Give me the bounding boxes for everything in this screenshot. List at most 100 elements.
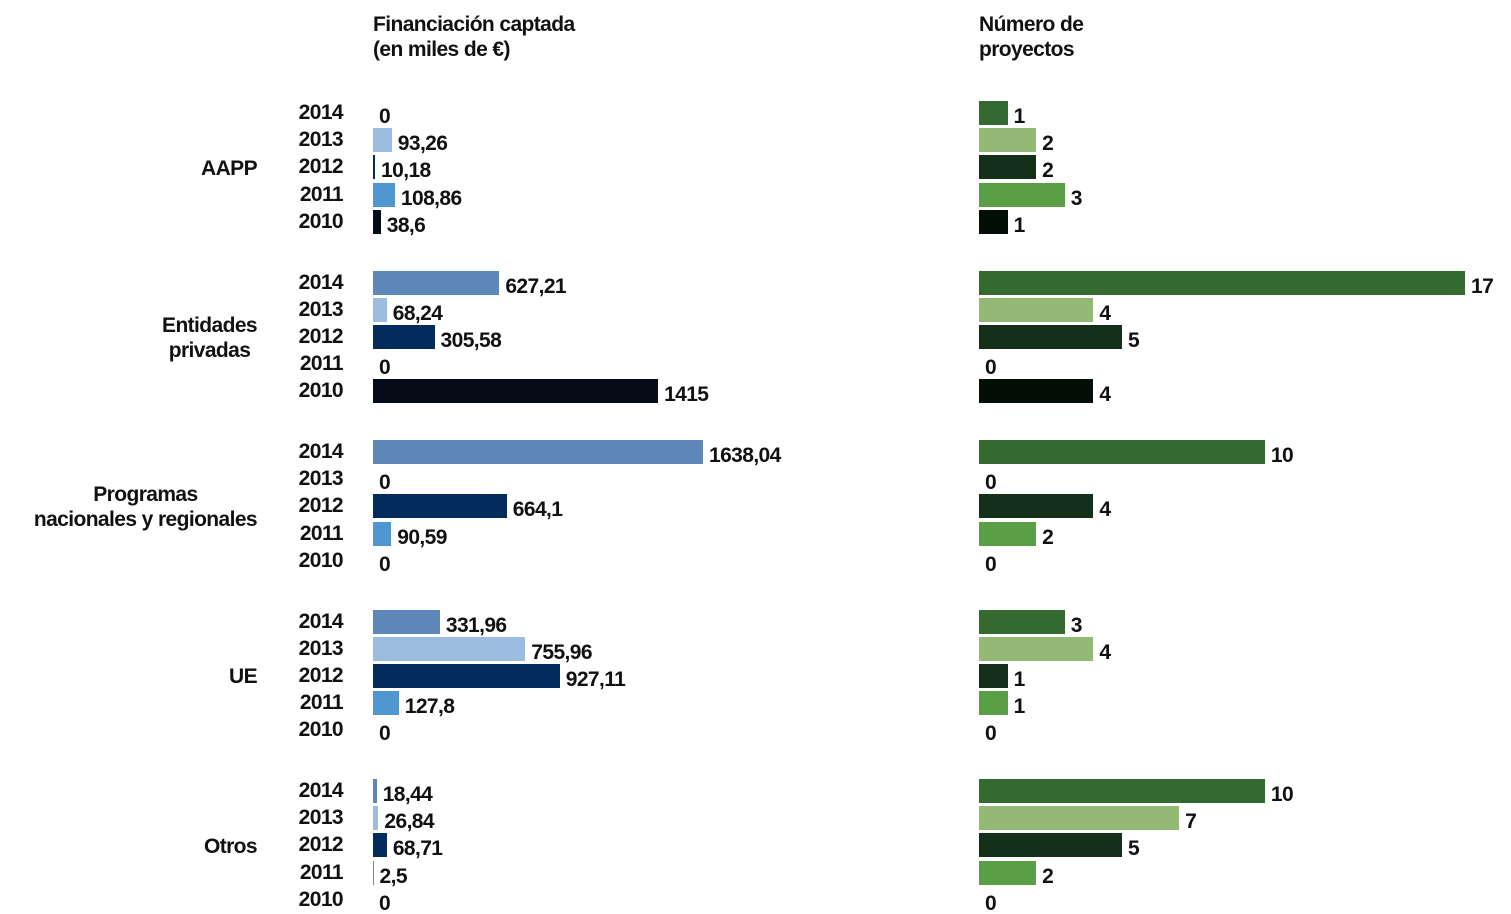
bar (373, 609, 440, 634)
bar (979, 833, 1122, 858)
value-label: 1638,04 (709, 444, 781, 467)
category-label: AAPP (201, 156, 258, 180)
value-label: 127,8 (404, 695, 455, 719)
value-label: 3 (1070, 186, 1083, 210)
year-label: 2011 (299, 521, 344, 545)
bar (373, 209, 381, 234)
value-label: 4 (1099, 383, 1111, 407)
year-label: 2012 (298, 324, 344, 348)
bar (373, 182, 395, 207)
value-label: 4 (1099, 498, 1111, 522)
bar (979, 270, 1465, 295)
year-label: 2012 (298, 494, 344, 518)
bar (979, 182, 1065, 207)
year-label: 2013 (298, 806, 344, 830)
bar (979, 379, 1094, 404)
bar (373, 324, 435, 349)
chart-title: Financiación captada (en miles de €) (373, 13, 575, 61)
value-label: 0 (379, 105, 391, 128)
value-label: 0 (379, 722, 391, 746)
year-label: 2012 (298, 833, 344, 857)
bar (373, 155, 376, 180)
category-label: Otros (203, 834, 258, 858)
year-label: 2014 (298, 609, 344, 633)
value-label: 10 (1270, 444, 1294, 467)
bar (373, 663, 560, 688)
bar (373, 128, 392, 153)
year-label: 2013 (298, 467, 344, 491)
value-label: 68,71 (392, 837, 443, 861)
value-label: 0 (985, 356, 997, 380)
value-label: 755,96 (531, 640, 592, 664)
bar (979, 806, 1180, 831)
bar (373, 494, 507, 519)
bar (979, 324, 1122, 349)
bar (373, 270, 500, 295)
year-label: 2013 (298, 128, 344, 152)
bar (373, 860, 374, 885)
year-label: 2010 (298, 887, 344, 911)
value-label: 4 (1099, 301, 1111, 325)
value-label: 93,26 (397, 132, 448, 156)
bar (979, 209, 1008, 234)
value-label: 0 (985, 471, 997, 495)
year-label: 2013 (298, 636, 344, 660)
year-label: 2010 (298, 209, 344, 233)
category-label: UE (229, 665, 258, 689)
year-label: 2014 (298, 270, 344, 294)
value-label: 2 (1042, 159, 1054, 183)
value-label: 1 (1013, 695, 1026, 719)
value-label: 627,21 (505, 274, 566, 298)
value-label: 0 (985, 891, 997, 914)
year-label: 2014 (298, 779, 344, 802)
value-label: 90,59 (397, 525, 447, 549)
bar (373, 379, 659, 404)
year-label: 2012 (298, 155, 344, 179)
value-label: 10,18 (381, 159, 431, 183)
value-label: 5 (1127, 837, 1140, 861)
bar (373, 691, 399, 716)
value-label: 1 (1013, 667, 1026, 691)
category-label: Programas nacionales y regionales (33, 483, 258, 532)
value-label: 1 (1013, 213, 1026, 237)
bar (979, 779, 1265, 803)
bar (979, 663, 1008, 688)
bar (979, 440, 1265, 464)
bar (373, 297, 387, 322)
value-label: 5 (1127, 328, 1140, 352)
bar (979, 297, 1094, 322)
value-label: 331,96 (445, 613, 507, 637)
value-label: 18,44 (382, 783, 433, 806)
bar (979, 521, 1037, 546)
value-label: 108,86 (400, 186, 462, 210)
year-label: 2011 (299, 352, 344, 376)
chart-title: Número de proyectos (979, 13, 1084, 61)
year-label: 2010 (298, 718, 344, 742)
bar (979, 609, 1065, 634)
value-label: 1415 (664, 383, 709, 407)
category-label: Entidades privadas (162, 313, 258, 362)
year-label: 2011 (299, 860, 344, 884)
value-label: 26,84 (384, 810, 434, 834)
value-label: 2 (1042, 132, 1054, 156)
bar (373, 806, 379, 831)
bar (979, 101, 1008, 125)
year-label: 2012 (298, 663, 344, 687)
value-label: 664,1 (512, 498, 563, 522)
year-label: 2013 (298, 297, 344, 321)
value-label: 3 (1070, 613, 1083, 637)
year-label: 2010 (298, 548, 344, 572)
value-label: 0 (985, 552, 997, 576)
bar (979, 691, 1008, 716)
value-label: 17 (1471, 274, 1494, 298)
bar (373, 636, 526, 661)
bar (373, 440, 703, 464)
value-label: 1 (1013, 105, 1026, 128)
year-label: 2011 (299, 691, 344, 715)
value-label: 305,58 (440, 328, 502, 352)
value-label: 68,24 (392, 301, 443, 325)
bar (979, 128, 1037, 153)
year-label: 2014 (298, 440, 344, 463)
value-label: 10 (1270, 783, 1294, 806)
